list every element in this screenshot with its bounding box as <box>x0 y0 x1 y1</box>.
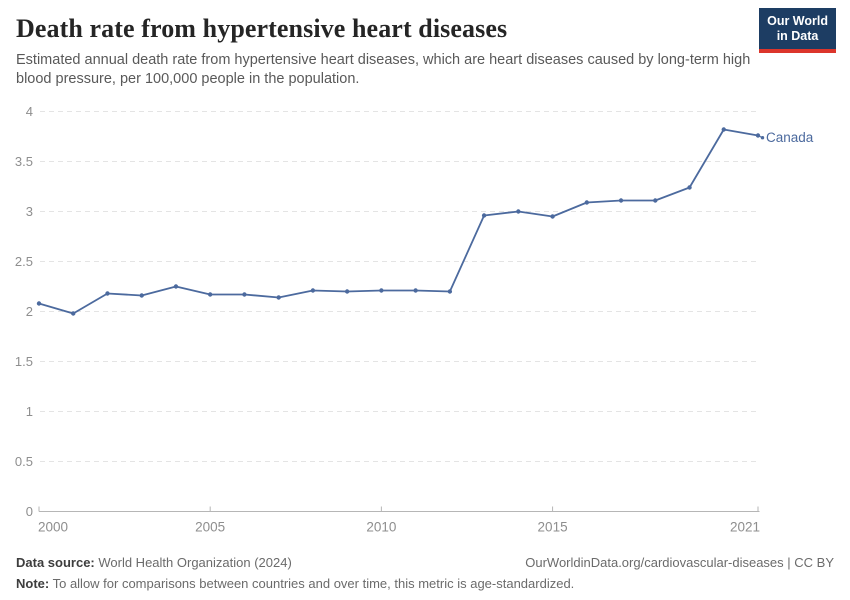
y-tick-label: 1 <box>26 404 33 419</box>
data-point <box>139 293 144 298</box>
data-source-text: World Health Organization (2024) <box>94 555 292 570</box>
data-point <box>310 288 316 293</box>
logo-line-1: Our World <box>767 14 828 28</box>
data-point <box>550 214 555 219</box>
logo-line-2: in Data <box>776 29 819 43</box>
data-point <box>447 289 453 294</box>
data-source-line: Data source: World Health Organization (… <box>16 555 292 570</box>
data-point <box>36 301 42 306</box>
data-point <box>379 288 384 293</box>
page-title: Death rate from hypertensive heart disea… <box>16 14 508 43</box>
data-point <box>344 289 350 294</box>
series-label-dot <box>760 136 765 140</box>
y-tick-label: 4 <box>26 104 33 119</box>
data-point <box>173 284 179 289</box>
data-point <box>516 209 521 214</box>
note-text: To allow for comparisons between countri… <box>49 576 575 591</box>
note-label: Note: <box>16 576 50 591</box>
data-point <box>653 198 658 203</box>
note-line: Note: To allow for comparisons between c… <box>16 576 574 591</box>
owid-logo: Our World in Data <box>759 8 836 53</box>
data-source-label: Data source: <box>16 555 95 570</box>
data-point <box>481 213 487 218</box>
data-point <box>413 288 418 293</box>
data-point <box>584 200 590 205</box>
x-tick-label: 2000 <box>38 520 68 535</box>
data-point <box>618 198 624 203</box>
x-tick-label: 2005 <box>195 520 225 535</box>
y-tick-label: 2 <box>26 304 33 319</box>
data-line <box>38 128 759 315</box>
y-tick-label: 3 <box>26 204 33 219</box>
data-point <box>276 295 281 300</box>
data-point <box>687 185 692 190</box>
series-label: Canada <box>766 130 814 145</box>
owid-link[interactable]: OurWorldinData.org/cardiovascular-diseas… <box>525 555 834 570</box>
chart-subtitle: Estimated annual death rate from hyperte… <box>16 52 751 87</box>
x-tick-label: 2010 <box>366 520 396 535</box>
data-point <box>721 127 726 132</box>
y-tick-label: 3.5 <box>15 154 33 169</box>
y-tick-label: 2.5 <box>15 254 33 269</box>
data-point <box>207 292 213 297</box>
x-tick-label: 2015 <box>538 520 568 535</box>
x-tick-label: 2021 <box>730 520 760 535</box>
y-tick-label: 0 <box>26 504 33 519</box>
data-point <box>105 291 110 296</box>
y-tick-label: 0.5 <box>15 454 33 469</box>
data-point <box>71 311 76 316</box>
y-tick-label: 1.5 <box>15 354 33 369</box>
data-point <box>242 292 247 297</box>
chart-footer: Data source: World Health Organization (… <box>16 555 834 591</box>
